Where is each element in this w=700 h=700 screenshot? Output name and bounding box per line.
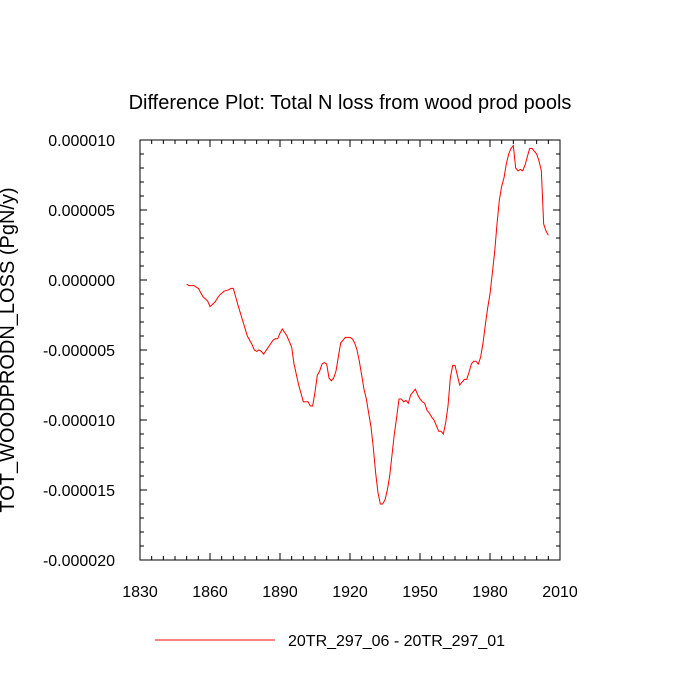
x-tick-label: 1830 — [122, 584, 158, 601]
x-tick-label: 1950 — [402, 584, 438, 601]
axis-tick-labels: 1830 1860 1890 1920 1950 1980 2010 -0.000020 -0.… — [43, 133, 578, 601]
plot-area-frame — [139, 139, 561, 561]
y-axis-label: TOT_WOODPRODN_LOSS (PgN/y) — [0, 187, 19, 512]
legend: 20TR_297_06 - 20TR_297_01 — [155, 633, 505, 650]
y-tick-label: -0.000010 — [43, 413, 115, 430]
y-tick-label: 0.000000 — [48, 273, 115, 290]
x-tick-label: 1890 — [262, 584, 298, 601]
x-tick-label: 1980 — [472, 584, 508, 601]
y-tick-label: -0.000020 — [43, 553, 115, 570]
chart-title: Difference Plot: Total N loss from wood … — [129, 92, 572, 114]
axis-ticks — [139, 139, 561, 561]
legend-label: 20TR_297_06 - 20TR_297_01 — [288, 633, 505, 650]
x-tick-label: 1920 — [332, 584, 368, 601]
x-tick-label: 1860 — [192, 584, 228, 601]
y-tick-label: 0.000005 — [48, 203, 115, 220]
y-tick-label: -0.000015 — [43, 483, 115, 500]
x-tick-label: 2010 — [542, 584, 578, 601]
y-tick-label: 0.000010 — [48, 133, 115, 150]
y-tick-label: -0.000005 — [43, 343, 115, 360]
series-line — [186, 144, 549, 505]
